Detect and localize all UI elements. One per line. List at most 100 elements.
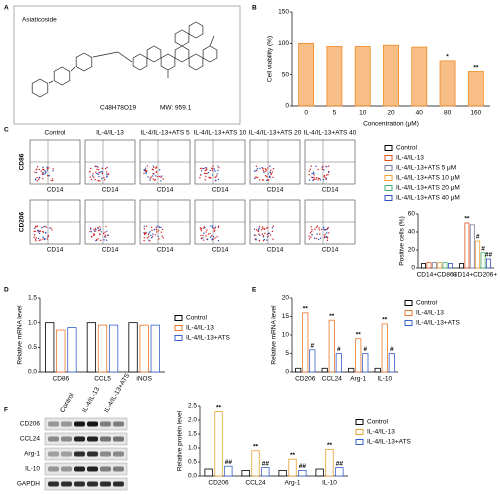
event-dot bbox=[325, 178, 327, 181]
event-dot bbox=[199, 227, 202, 229]
bar bbox=[328, 319, 335, 373]
bar bbox=[326, 46, 343, 107]
event-dot bbox=[93, 230, 96, 232]
event-dot bbox=[42, 230, 44, 233]
blot-strip bbox=[44, 447, 128, 461]
significance-label: ## bbox=[299, 463, 307, 470]
event-dot bbox=[155, 167, 157, 169]
event-dot bbox=[98, 171, 100, 174]
x-tick-label: CD14+CD86+ bbox=[417, 272, 458, 279]
event-dot bbox=[97, 229, 100, 232]
panel-letter: E bbox=[252, 287, 257, 294]
blot-band bbox=[113, 436, 124, 442]
event-dot bbox=[46, 175, 49, 177]
event-dot bbox=[98, 233, 101, 235]
bond bbox=[209, 35, 215, 47]
event-dot bbox=[262, 235, 265, 237]
flow-row-label: CD86 bbox=[19, 153, 26, 170]
event-dot bbox=[98, 175, 100, 178]
x-tick-label: CD86 bbox=[53, 376, 70, 383]
event-dot bbox=[106, 239, 108, 241]
event-dot bbox=[308, 235, 310, 237]
event-dot bbox=[51, 229, 53, 231]
legend-label: Control bbox=[186, 315, 208, 322]
event-dot bbox=[217, 226, 220, 228]
bond bbox=[92, 51, 119, 58]
bar bbox=[108, 324, 119, 373]
event-dot bbox=[36, 168, 38, 171]
event-dot bbox=[42, 166, 44, 169]
legend-label: IL-4/IL-13+ATS 5 μM bbox=[396, 165, 456, 172]
event-dot bbox=[40, 170, 42, 172]
blot-row-label: GAPDH bbox=[17, 481, 40, 488]
event-dot bbox=[214, 170, 216, 172]
event-dot bbox=[106, 230, 108, 232]
y-tick-label: 15 bbox=[282, 313, 290, 320]
y-tick-label: 0 bbox=[285, 369, 289, 376]
event-dot bbox=[266, 239, 268, 241]
flow-column-label: IL-4/IL-13+ATS 5 bbox=[140, 130, 190, 137]
event-dot bbox=[100, 231, 102, 233]
y-tick-label: 20 bbox=[282, 295, 290, 302]
event-dot bbox=[45, 226, 48, 228]
bar bbox=[315, 468, 324, 477]
event-dot bbox=[143, 237, 146, 239]
event-dot bbox=[261, 233, 264, 235]
y-tick-label: 0.0 bbox=[188, 473, 197, 480]
flow-column-label: Control bbox=[45, 130, 67, 137]
legend-marker bbox=[355, 439, 364, 445]
event-dot bbox=[49, 227, 51, 229]
significance-label: ** bbox=[303, 306, 309, 313]
event-dot bbox=[94, 178, 96, 181]
x-tick-label: 80 bbox=[444, 110, 452, 117]
y-tick-label: 150 bbox=[278, 9, 289, 16]
event-dot bbox=[209, 177, 211, 179]
y-tick-label: 100 bbox=[278, 40, 289, 47]
event-dot bbox=[311, 176, 314, 179]
bar bbox=[475, 240, 481, 269]
event-dot bbox=[257, 230, 259, 232]
event-dot bbox=[262, 167, 264, 170]
event-dot bbox=[153, 166, 155, 169]
event-dot bbox=[143, 239, 145, 242]
y-tick-label: 2.0 bbox=[188, 417, 197, 424]
event-dot bbox=[107, 234, 109, 236]
event-dot bbox=[35, 237, 38, 239]
event-dot bbox=[203, 167, 205, 170]
legend-marker bbox=[404, 300, 413, 306]
molecular-weight: MW: 959.1 bbox=[160, 105, 192, 112]
event-dot bbox=[41, 226, 43, 229]
event-dot bbox=[324, 229, 326, 231]
event-dot bbox=[317, 179, 319, 181]
event-dot bbox=[325, 235, 328, 238]
blot-column-label: Control bbox=[59, 392, 76, 414]
flow-x-label: CD14 bbox=[267, 247, 284, 254]
event-dot bbox=[321, 168, 324, 170]
event-dot bbox=[258, 240, 261, 242]
event-dot bbox=[257, 228, 260, 231]
y-axis-label: Relative protein level bbox=[177, 410, 184, 471]
bar bbox=[86, 322, 97, 373]
event-dot bbox=[310, 236, 312, 238]
legend-label: Control bbox=[416, 300, 438, 307]
event-dot bbox=[162, 178, 164, 180]
x-tick-label: 10 bbox=[359, 110, 367, 117]
event-dot bbox=[101, 172, 103, 175]
event-dot bbox=[157, 230, 160, 232]
legend-marker bbox=[355, 419, 364, 425]
ring bbox=[146, 45, 162, 63]
event-dot bbox=[206, 238, 209, 241]
event-dot bbox=[149, 177, 151, 179]
significance-label: # bbox=[481, 245, 485, 252]
event-dot bbox=[262, 239, 265, 242]
bar bbox=[139, 324, 149, 373]
event-dot bbox=[47, 234, 50, 237]
event-dot bbox=[44, 238, 46, 241]
event-dot bbox=[90, 167, 92, 170]
event-dot bbox=[259, 167, 261, 170]
y-tick-label: 0.5 bbox=[28, 344, 37, 351]
formula: C48H78O19 bbox=[100, 105, 137, 112]
event-dot bbox=[151, 229, 153, 231]
ring bbox=[53, 66, 71, 86]
